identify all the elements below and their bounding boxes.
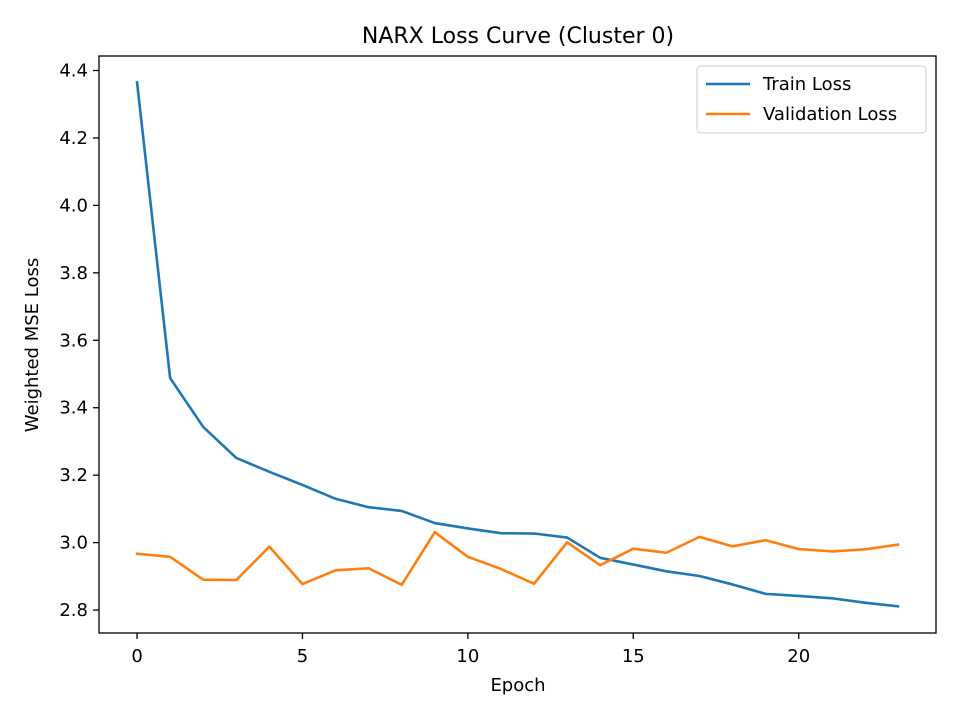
series-line-train-loss	[135, 80, 900, 608]
series-line-validation-loss	[135, 530, 900, 587]
y-tick-label: 2.8	[59, 600, 88, 621]
legend-label-train: Train Loss	[762, 74, 851, 95]
y-tick-label: 3.8	[59, 263, 88, 284]
plot-frame	[98, 55, 937, 634]
x-tick-label: 15	[622, 646, 645, 667]
y-tick-label: 3.2	[59, 465, 88, 486]
y-axis: 2.8 3.0 3.2 3.4 3.6 3.8 4.0 4.2 4.4	[59, 61, 99, 621]
y-tick-label: 3.0	[59, 533, 88, 554]
legend-box	[696, 65, 927, 134]
y-axis-label: Weighted MSE Loss	[22, 258, 43, 432]
y-tick-label: 4.0	[59, 195, 88, 216]
x-axis: 0 5 10 15 20	[131, 633, 810, 667]
y-tick-label: 3.4	[59, 398, 88, 419]
y-tick-label: 4.2	[59, 128, 88, 149]
series-layer	[135, 80, 900, 608]
x-tick-label: 10	[456, 646, 479, 667]
y-tick-label: 3.6	[59, 330, 88, 351]
legend: Train Loss Validation Loss	[696, 65, 927, 134]
x-tick-label: 20	[787, 646, 810, 667]
x-tick-label: 5	[297, 646, 308, 667]
chart-title: NARX Loss Curve (Cluster 0)	[362, 24, 674, 49]
x-axis-label: Epoch	[490, 675, 545, 696]
y-tick-label: 4.4	[59, 61, 88, 82]
x-tick-label: 0	[131, 646, 142, 667]
legend-label-validation: Validation Loss	[763, 104, 897, 125]
